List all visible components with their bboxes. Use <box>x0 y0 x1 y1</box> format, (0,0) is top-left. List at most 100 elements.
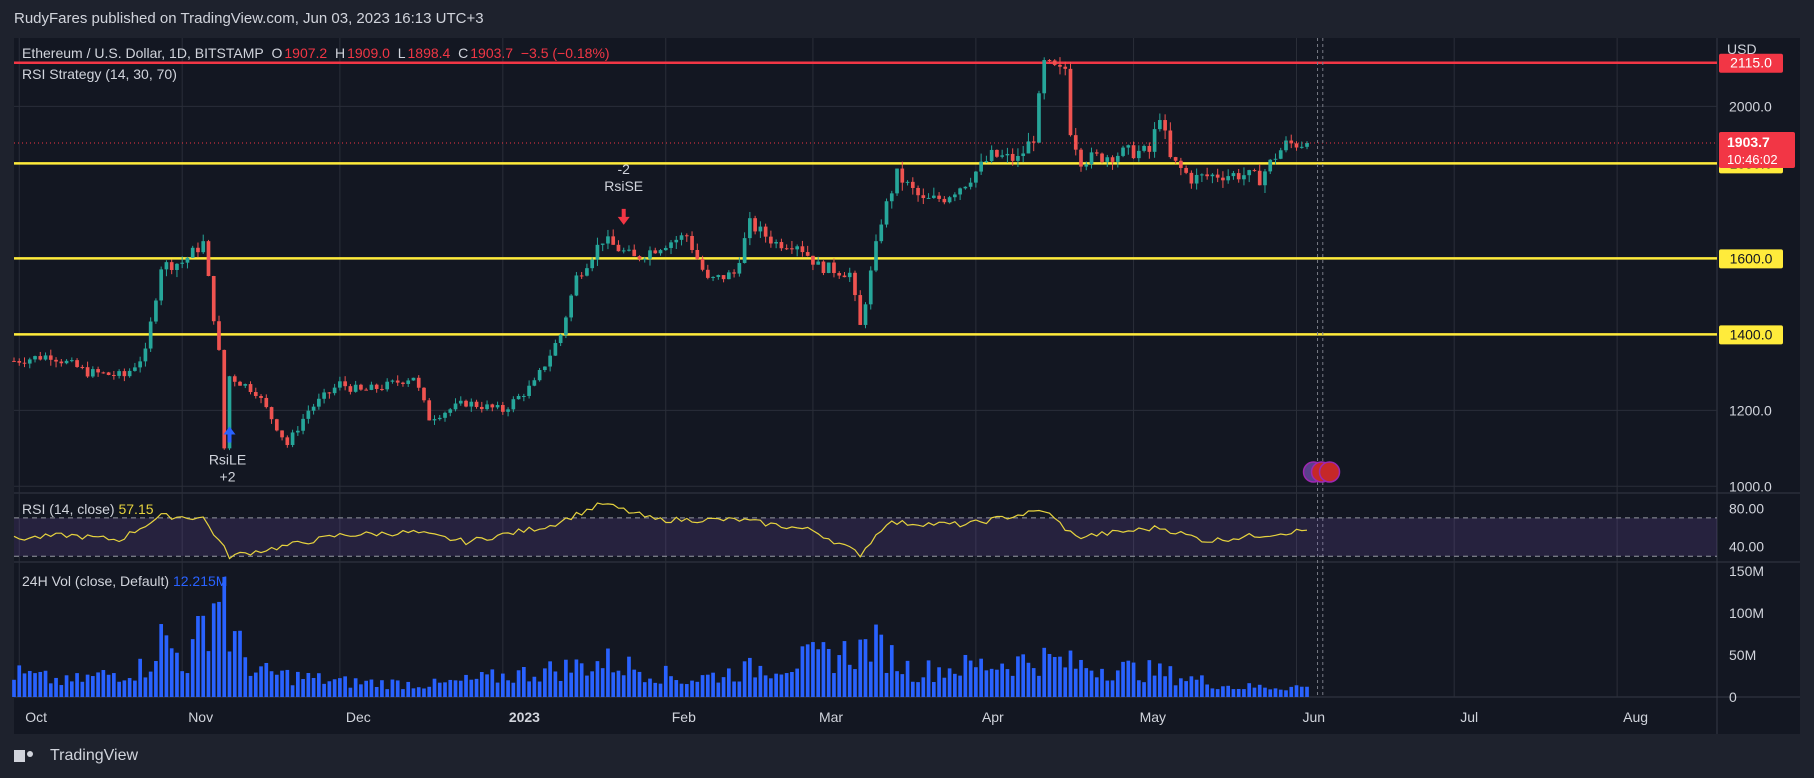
candle <box>963 186 968 190</box>
candle <box>327 391 332 399</box>
candle-body <box>805 252 810 256</box>
volume-bar <box>243 657 248 697</box>
volume-bar <box>264 662 269 697</box>
volume-bar <box>1052 657 1057 697</box>
time-axis-label: Dec <box>346 709 371 725</box>
price-level-badge-text: 1400.0 <box>1730 326 1773 342</box>
candle <box>1263 168 1267 194</box>
candle <box>900 161 905 191</box>
volume-bar <box>437 682 442 697</box>
volume-bar <box>154 660 158 697</box>
candle-body <box>564 317 568 335</box>
candle-body <box>937 195 941 199</box>
candle-body <box>1263 171 1267 186</box>
volume-bar <box>611 672 616 697</box>
candle <box>306 405 311 424</box>
brand-footer[interactable]: TradingView <box>14 742 138 770</box>
candle <box>143 342 148 367</box>
candle <box>800 240 805 257</box>
price-level-badge <box>1719 325 1783 345</box>
candle <box>674 235 679 250</box>
candle-body <box>527 385 531 396</box>
candle-body <box>59 361 64 364</box>
volume-legend[interactable]: 24H Vol (close, Default) 12.215M <box>22 573 227 589</box>
candle <box>705 264 710 280</box>
strategy-legend[interactable]: RSI Strategy (14, 30, 70) <box>22 66 177 82</box>
candle <box>989 145 994 164</box>
candle <box>1194 168 1199 190</box>
candle-body <box>963 186 968 189</box>
volume-bar <box>1231 689 1236 697</box>
volume-bar <box>842 641 847 697</box>
candle-body <box>374 384 379 389</box>
candle <box>600 243 605 252</box>
candle-body <box>1158 120 1162 130</box>
last-price-badge <box>1719 131 1795 168</box>
volume-bar <box>700 675 705 697</box>
volume-bar <box>548 661 552 697</box>
candle-body <box>222 349 227 449</box>
volume-bar <box>211 603 216 697</box>
open-value: 1907.2 <box>284 45 328 61</box>
candle <box>169 259 174 275</box>
volume-bar <box>106 674 111 697</box>
volume-bar <box>464 674 468 697</box>
price-tick-2115: 2115.0 <box>1719 53 1783 73</box>
candle <box>937 192 941 202</box>
volume-bar <box>1210 688 1215 697</box>
price-axis-label: 1000.0 <box>1729 478 1772 494</box>
volume-bar <box>306 673 311 697</box>
rsi-legend[interactable]: RSI (14, close) 57.15 <box>22 501 154 517</box>
candle <box>80 364 85 370</box>
candle <box>1126 144 1131 155</box>
candle <box>889 190 894 209</box>
volume-bar <box>133 680 137 697</box>
volume-bar <box>274 674 279 697</box>
last-price-text: 1903.7 <box>1727 134 1770 150</box>
candle-body <box>311 406 316 411</box>
candle <box>1247 169 1252 183</box>
candle <box>606 229 610 250</box>
candle-body <box>1136 150 1141 159</box>
volume-bar <box>380 680 384 697</box>
candle-body <box>217 321 221 350</box>
candle <box>1179 157 1183 176</box>
price-level-badge-text: 2115.0 <box>1730 55 1772 71</box>
volume-bar <box>117 681 121 697</box>
candle-body <box>569 295 573 318</box>
candle <box>54 357 58 368</box>
candle <box>495 401 500 410</box>
candle <box>238 380 242 386</box>
volume-bar <box>958 675 962 697</box>
candle-body <box>1094 152 1099 154</box>
volume-bar <box>1205 684 1209 697</box>
volume-bar <box>1115 670 1120 697</box>
candle <box>27 357 32 369</box>
candle <box>847 267 852 283</box>
candle-body <box>485 404 489 410</box>
candle <box>1026 132 1031 154</box>
candle <box>138 356 142 373</box>
candle-body <box>1052 60 1057 65</box>
volume-bar <box>805 644 810 697</box>
candle-body <box>774 242 778 244</box>
volume-bar <box>931 682 936 697</box>
candle-body <box>416 377 421 388</box>
candle <box>758 221 763 239</box>
candle <box>448 408 453 417</box>
candle-body <box>642 258 647 260</box>
candle <box>274 418 279 432</box>
candle <box>663 245 668 251</box>
candle-body <box>847 272 852 278</box>
candle-body <box>558 334 563 344</box>
price-level-badge <box>1719 249 1783 269</box>
candle <box>1105 154 1110 167</box>
candle-body <box>889 193 894 202</box>
candle-body <box>175 263 179 270</box>
candle <box>811 255 815 271</box>
candle <box>17 358 22 366</box>
candle <box>154 298 158 324</box>
candle-body <box>931 195 936 198</box>
candle <box>1168 122 1173 159</box>
